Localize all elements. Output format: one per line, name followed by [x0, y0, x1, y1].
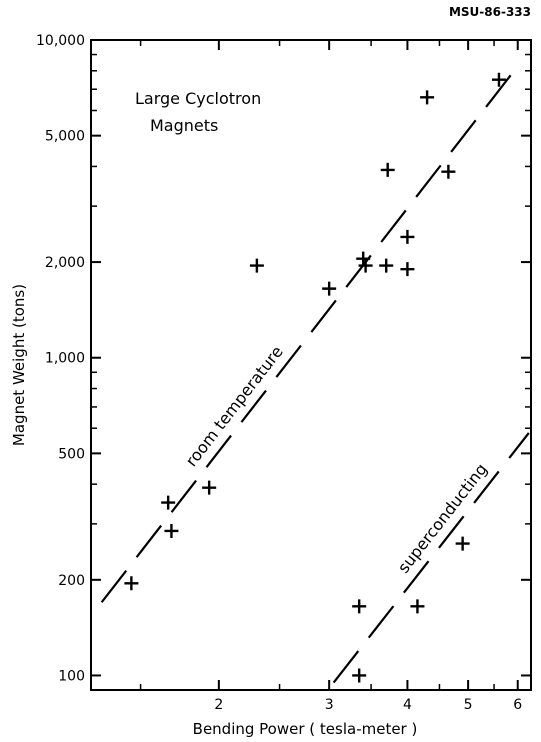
y-tick-label: 2,000 — [45, 255, 85, 271]
figure-code: MSU-86-333 — [449, 5, 531, 19]
data-points — [124, 72, 506, 683]
data-point — [322, 281, 337, 296]
fit-line-superconducting — [332, 432, 530, 684]
data-point — [410, 599, 425, 614]
x-tick-label: 5 — [464, 697, 473, 713]
data-point — [352, 599, 367, 614]
data-point — [441, 164, 456, 179]
data-point — [455, 536, 470, 551]
y-tick-label: 10,000 — [36, 33, 85, 49]
data-point — [249, 258, 264, 273]
data-point — [379, 258, 394, 273]
x-axis-title: Bending Power ( tesla-meter ) — [193, 720, 418, 738]
y-tick-label: 100 — [58, 668, 85, 684]
y-tick-label: 200 — [58, 573, 85, 589]
y-tick-label: 5,000 — [45, 129, 85, 145]
data-point — [400, 229, 415, 244]
data-point — [202, 480, 217, 495]
superconducting-label: superconducting — [394, 460, 491, 577]
data-point — [380, 162, 395, 177]
y-tick-label: 1,000 — [45, 351, 85, 367]
y-axis-title: Magnet Weight (tons) — [10, 284, 28, 446]
axis-ticks: 2 3 4 5 6 100 200 500 1,000 2,000 5,000 10,000 — [36, 33, 531, 713]
data-point — [161, 495, 176, 510]
x-tick-label: 2 — [214, 697, 223, 713]
data-point — [358, 258, 373, 273]
fit-lines — [100, 68, 530, 684]
x-tick-label: 4 — [403, 697, 412, 713]
data-point — [356, 251, 371, 266]
data-point — [400, 262, 415, 277]
data-point — [124, 576, 139, 591]
x-tick-label: 6 — [513, 697, 522, 713]
room-temperature-label: room temperature — [182, 342, 287, 470]
data-point — [352, 668, 367, 683]
data-point — [420, 90, 435, 105]
x-tick-label: 3 — [325, 697, 334, 713]
data-point — [164, 523, 179, 538]
y-tick-label: 500 — [58, 446, 85, 462]
fit-line-room-temperature — [100, 68, 517, 603]
annotation-line-2: Magnets — [150, 116, 218, 135]
annotation-line-1: Large Cyclotron — [135, 89, 261, 108]
plot-frame — [90, 39, 532, 691]
data-point — [491, 72, 506, 87]
